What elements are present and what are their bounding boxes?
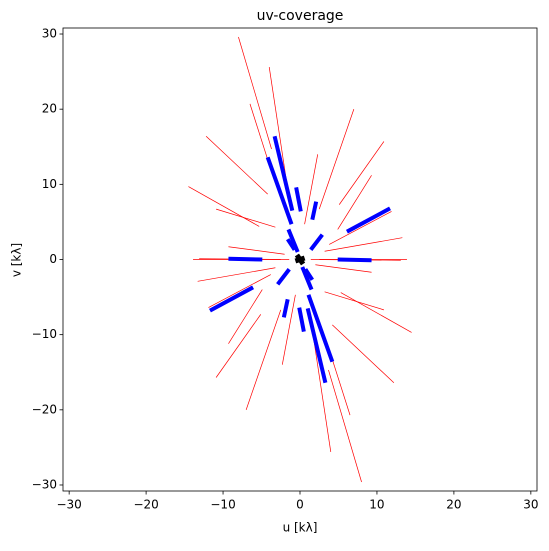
uv-track xyxy=(310,201,319,221)
uv-track xyxy=(305,307,328,384)
uv-track xyxy=(294,186,303,212)
uv-track xyxy=(306,294,335,363)
y-tick-label: 0 xyxy=(49,252,57,266)
uv-track xyxy=(337,257,372,263)
uv-track xyxy=(340,292,412,333)
uv-track xyxy=(300,266,314,291)
uv-track xyxy=(332,324,395,384)
x-tick-label: −30 xyxy=(56,498,81,512)
x-tick-label: 20 xyxy=(446,498,461,512)
uv-track xyxy=(328,369,362,483)
uv-track xyxy=(286,238,297,251)
uv-track xyxy=(338,141,385,205)
uv-track xyxy=(297,307,306,333)
x-tick-label: −10 xyxy=(210,498,235,512)
uv-track xyxy=(303,268,314,281)
uv-track xyxy=(281,294,296,365)
uv-track xyxy=(309,233,324,251)
uv-track xyxy=(238,36,272,150)
uv-track xyxy=(324,291,384,311)
x-tick-label: 30 xyxy=(523,498,538,512)
uv-track xyxy=(315,264,372,273)
chart-title: uv-coverage xyxy=(257,8,344,24)
uv-track xyxy=(304,154,319,225)
uv-track xyxy=(294,255,306,264)
uv-track xyxy=(249,103,269,160)
uv-track xyxy=(228,256,263,262)
uv-track xyxy=(228,289,263,344)
uv-track xyxy=(286,228,300,253)
uv-track xyxy=(209,285,255,313)
y-tick-label: 10 xyxy=(42,177,57,191)
uv-track xyxy=(281,298,290,318)
y-axis-label: v [kλ] xyxy=(10,243,24,277)
uv-track xyxy=(228,246,285,255)
uv-track xyxy=(276,268,291,286)
uv-track xyxy=(215,314,262,378)
uv-track xyxy=(208,274,271,308)
uv-track xyxy=(265,156,294,225)
x-tick-label: 0 xyxy=(296,498,304,512)
x-axis-label: u [kλ] xyxy=(283,521,318,535)
uv-track xyxy=(197,267,276,282)
uv-track xyxy=(331,359,351,416)
y-tick-label: 20 xyxy=(42,102,57,116)
y-tick-label: −30 xyxy=(32,477,57,491)
x-tick-label: −20 xyxy=(133,498,158,512)
x-tick-label: 10 xyxy=(369,498,384,512)
uv-track xyxy=(188,186,260,227)
uv-track xyxy=(337,175,372,230)
y-tick-label: −20 xyxy=(32,402,57,416)
uv-track xyxy=(205,135,268,195)
uv-track xyxy=(318,109,355,210)
uv-track xyxy=(345,206,391,234)
uv-track xyxy=(272,135,295,212)
uv-track xyxy=(216,208,276,228)
y-tick-label: −10 xyxy=(32,327,57,341)
uv-track xyxy=(245,309,282,410)
uv-track xyxy=(329,211,392,245)
y-tick-label: 30 xyxy=(42,27,57,41)
uv-track xyxy=(324,237,403,252)
